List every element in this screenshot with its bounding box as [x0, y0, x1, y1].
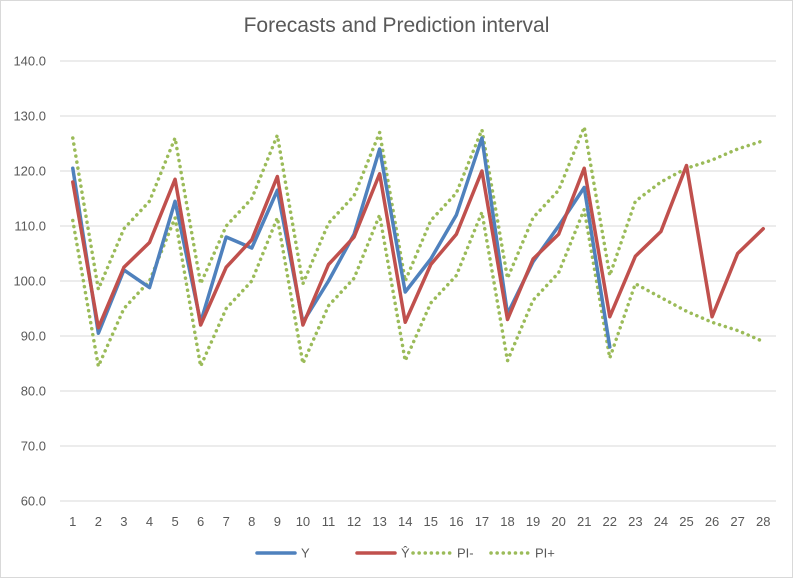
x-tick-label: 26: [705, 514, 719, 529]
x-tick-label: 10: [296, 514, 310, 529]
x-tick-label: 8: [248, 514, 255, 529]
y-axis-ticks: 60.0 70.0 80.0 90.0 100.0 110.0 120.0 130.0 140.…: [13, 54, 46, 509]
series-line-pi-minus: [71, 207, 765, 368]
x-tick-label: 15: [424, 514, 438, 529]
gridlines: [60, 60, 776, 502]
x-axis-ticks: 1 2 3 4 5 6 7 8 9 10 11 12 13 14 15 16 17 18 19 20 21 22 23 24 2…: [69, 514, 770, 529]
series-lines: [71, 125, 765, 368]
x-tick-label: 7: [223, 514, 230, 529]
y-tick-label: 120.0: [13, 164, 46, 179]
x-tick-label: 3: [120, 514, 127, 529]
x-tick-label: 23: [628, 514, 642, 529]
x-tick-label: 9: [274, 514, 281, 529]
x-tick-label: 28: [756, 514, 770, 529]
x-tick-label: 25: [679, 514, 693, 529]
x-tick-label: 20: [551, 514, 565, 529]
x-tick-label: 6: [197, 514, 204, 529]
legend: Y Ŷ PI- PI+: [255, 546, 555, 561]
x-tick-label: 12: [347, 514, 361, 529]
legend-label: PI+: [535, 546, 555, 561]
x-tick-label: 19: [526, 514, 540, 529]
legend-label: Y: [301, 546, 310, 561]
legend-label: PI-: [457, 546, 474, 561]
x-tick-label: 22: [603, 514, 617, 529]
x-tick-label: 17: [475, 514, 489, 529]
y-tick-label: 70.0: [21, 439, 46, 454]
x-tick-label: 21: [577, 514, 591, 529]
x-tick-label: 1: [69, 514, 76, 529]
y-tick-label: 90.0: [21, 329, 46, 344]
x-tick-label: 11: [322, 514, 336, 529]
x-tick-label: 16: [449, 514, 463, 529]
y-tick-label: 110.0: [14, 219, 46, 234]
x-tick-label: 4: [146, 514, 153, 529]
x-tick-label: 18: [500, 514, 514, 529]
legend-label: Ŷ: [401, 546, 410, 561]
x-tick-label: 14: [398, 514, 412, 529]
series-line-y: [71, 136, 612, 349]
chart-title: Forecasts and Prediction interval: [243, 14, 550, 37]
x-tick-label: 27: [730, 514, 744, 529]
y-tick-label: 140.0: [13, 54, 46, 69]
series-line-pi-plus: [71, 125, 765, 291]
x-tick-label: 13: [372, 514, 386, 529]
y-tick-label: 80.0: [21, 384, 46, 399]
x-tick-label: 24: [654, 514, 668, 529]
x-tick-label: 2: [95, 514, 102, 529]
y-tick-label: 100.0: [13, 274, 46, 289]
y-tick-label: 60.0: [21, 494, 46, 509]
series-line-y-hat: [71, 163, 765, 330]
x-tick-label: 5: [171, 514, 178, 529]
y-tick-label: 130.0: [13, 109, 46, 124]
